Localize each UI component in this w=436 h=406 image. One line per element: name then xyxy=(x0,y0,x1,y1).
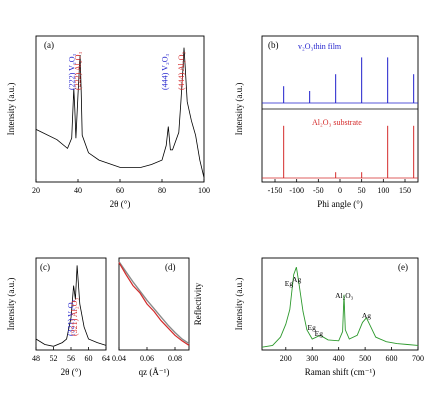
x-axis-label-a: 2θ (°) xyxy=(110,199,131,209)
x-axis-label-c: 2θ (°) xyxy=(61,367,82,377)
annotation-a-2: (444) V₂O₃ xyxy=(161,53,170,90)
panel-label-a: (a) xyxy=(44,40,54,50)
series-c-xrd xyxy=(35,265,107,347)
annotation-a-0: (222) V₂O₃ xyxy=(67,53,76,90)
annotation-e-0: Eg xyxy=(285,279,294,288)
series-e-raman xyxy=(261,267,419,348)
x-tick-label-d-2: 0.08 xyxy=(168,354,182,363)
x-tick-label-c-3: 60 xyxy=(85,354,93,363)
panel-label-b: (b) xyxy=(268,40,279,50)
x-tick-label-a-0: 20 xyxy=(32,186,40,195)
x-tick-label-b-1: -100 xyxy=(289,186,304,195)
panel-label-d: (d) xyxy=(165,262,176,272)
axes-layer xyxy=(35,35,419,351)
annotation-e-5: Ag xyxy=(362,311,371,320)
series-d-fit xyxy=(118,261,190,345)
x-tick-label-c-1: 52 xyxy=(50,354,58,363)
plot-frame-e xyxy=(261,257,419,351)
plot-frame-d xyxy=(118,257,190,351)
x-axis-label-b: Phi angle (°) xyxy=(317,199,363,209)
series-b-film-name: v₂O₃thin film xyxy=(298,42,342,51)
data-layer xyxy=(35,47,419,348)
annotation-c-1: (321) Al₂O₃ xyxy=(70,298,79,336)
x-tick-label-a-1: 40 xyxy=(74,186,82,195)
x-tick-label-c-4: 64 xyxy=(102,354,110,363)
x-tick-label-e-4: 600 xyxy=(386,354,398,363)
annotation-a-3: (444) Al₂O₃ xyxy=(177,52,186,90)
annotation-e-2: Eg xyxy=(308,323,317,332)
x-tick-label-b-0: -150 xyxy=(268,186,283,195)
x-tick-label-c-2: 56 xyxy=(67,354,75,363)
x-tick-label-b-5: 100 xyxy=(377,186,389,195)
annotation-e-4: Al₂O₃ xyxy=(335,291,354,300)
x-tick-label-b-4: 50 xyxy=(358,186,366,195)
annotation-a-1: (222) Al₂O₃ xyxy=(74,52,83,90)
x-tick-label-c-0: 48 xyxy=(32,354,40,363)
x-tick-label-b-6: 150 xyxy=(399,186,411,195)
y-axis-label-a: Intensity (a.u.) xyxy=(6,83,16,136)
x-tick-label-a-3: 80 xyxy=(158,186,166,195)
series-d-measured xyxy=(118,262,190,346)
x-tick-label-e-1: 300 xyxy=(306,354,318,363)
x-tick-label-b-2: -50 xyxy=(313,186,324,195)
series-b-substrate-name: Al₂O₃ substrate xyxy=(312,118,362,127)
panel-label-c: (c) xyxy=(40,262,50,272)
x-tick-label-e-3: 500 xyxy=(359,354,371,363)
panel-label-e: (e) xyxy=(398,262,408,272)
x-tick-label-e-0: 200 xyxy=(280,354,292,363)
x-axis-label-e: Raman shift (cm⁻¹) xyxy=(305,367,375,377)
x-tick-label-b-3: 0 xyxy=(338,186,342,195)
x-axis-label-d: qz (Å⁻¹) xyxy=(139,367,170,377)
x-tick-label-a-4: 100 xyxy=(198,186,210,195)
annotation-c-0: (321) V₂O₃ xyxy=(67,299,76,336)
y-axis-label-c: Intensity (a.u.) xyxy=(6,278,16,331)
x-tick-label-e-2: 400 xyxy=(333,354,345,363)
x-tick-label-d-1: 0.06 xyxy=(140,354,154,363)
y-axis-label-d: Reflectivity xyxy=(193,282,203,325)
annotation-e-3: Eg xyxy=(315,329,324,338)
text-layer: 20 40 60 80 100 2θ (°) Intensity (a.u.) (a) (222… xyxy=(6,40,424,377)
y-axis-label-e: Intensity (a.u.) xyxy=(234,278,244,331)
x-tick-label-a-2: 60 xyxy=(116,186,124,195)
x-tick-label-d-0: 0.04 xyxy=(112,354,126,363)
y-axis-label-b: Intensity (a.u.) xyxy=(234,83,244,136)
x-tick-label-e-5: 700 xyxy=(412,354,424,363)
annotation-e-1: Ag xyxy=(292,275,301,284)
